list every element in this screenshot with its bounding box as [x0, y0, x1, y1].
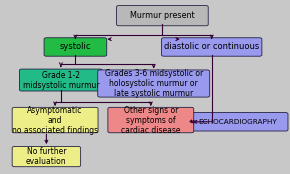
FancyBboxPatch shape: [12, 107, 98, 133]
Text: Grades 3-6 midsystolic or
holosystolic murmur or
late systolic murmur: Grades 3-6 midsystolic or holosystolic m…: [105, 69, 203, 98]
FancyBboxPatch shape: [98, 70, 210, 97]
FancyBboxPatch shape: [108, 107, 194, 133]
FancyBboxPatch shape: [162, 38, 262, 56]
Text: diastolic or continuous: diastolic or continuous: [164, 42, 259, 52]
FancyBboxPatch shape: [117, 6, 208, 26]
Text: systolic: systolic: [60, 42, 91, 52]
FancyBboxPatch shape: [12, 147, 81, 167]
Text: ECHOCARDIOGRAPHY: ECHOCARDIOGRAPHY: [198, 119, 277, 125]
FancyBboxPatch shape: [44, 38, 107, 56]
FancyBboxPatch shape: [19, 69, 102, 91]
Text: Asymptomatic
and
no associated findings: Asymptomatic and no associated findings: [12, 105, 98, 135]
FancyBboxPatch shape: [188, 113, 288, 131]
Text: Grade 1-2
midsystolic murmur: Grade 1-2 midsystolic murmur: [23, 70, 99, 90]
Text: No further
evaluation: No further evaluation: [26, 147, 67, 166]
Text: Other signs or
symptoms of
cardiac disease: Other signs or symptoms of cardiac disea…: [121, 105, 181, 135]
Text: Murmur present: Murmur present: [130, 11, 195, 20]
